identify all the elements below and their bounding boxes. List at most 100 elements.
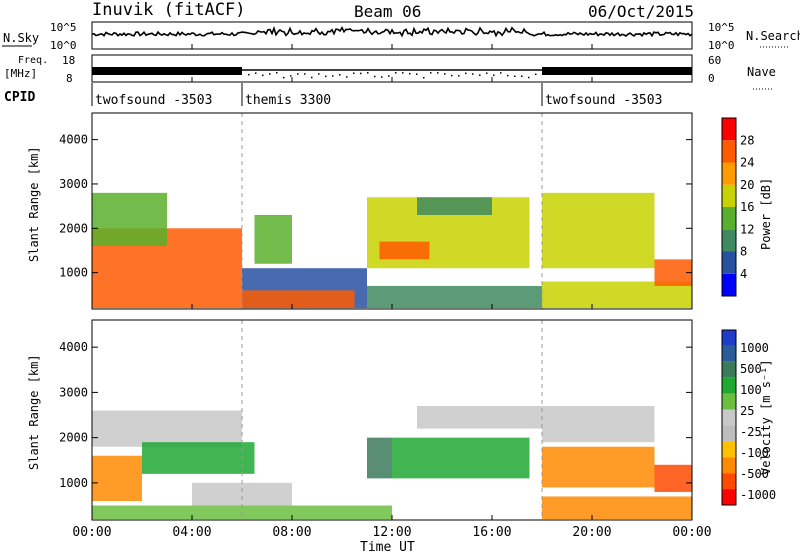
y-tick-label: 1000	[59, 476, 88, 490]
y-tick-label: 3000	[59, 177, 88, 191]
colorbar-tick-label: -25	[740, 425, 762, 439]
colorbar-frame	[721, 329, 737, 506]
freq-tick-bottom: 8	[66, 72, 73, 85]
nave-point	[423, 76, 425, 79]
nave-label: Nave	[747, 65, 776, 79]
x-tick-label: 04:00	[172, 525, 211, 540]
colorbar-swatch	[722, 489, 736, 505]
scatter-region	[142, 442, 255, 474]
scatter-region	[542, 446, 655, 488]
nave-point	[332, 75, 334, 77]
y-tick-label: 2000	[59, 431, 88, 445]
nsearch-label: N.Search	[746, 29, 800, 43]
nave-point	[507, 74, 509, 77]
colorbar-swatch	[722, 184, 736, 207]
colorbar-swatch	[722, 409, 736, 426]
nave-point	[514, 75, 516, 78]
colorbar-tick-label: 12	[740, 222, 754, 236]
nave-point	[479, 74, 481, 76]
nave-point	[248, 73, 250, 76]
nave-point	[353, 72, 355, 74]
nave-point	[493, 74, 495, 76]
nave-point	[416, 73, 418, 75]
nave-point	[346, 76, 348, 78]
x-tick-label: 12:00	[372, 525, 411, 540]
nave-trace	[248, 72, 537, 79]
nave-point	[458, 75, 460, 77]
scatter-region	[367, 285, 542, 309]
scatter-region	[654, 464, 692, 492]
colorbar-swatch	[722, 393, 736, 410]
nave-point	[276, 72, 278, 74]
velocity-colorbar-label: Velocity [m s⁻¹]	[759, 359, 773, 475]
power-data	[92, 192, 692, 309]
y-tick-label: 4000	[59, 340, 88, 354]
y-tick-label: 4000	[59, 133, 88, 147]
colorbar-tick-label: -500	[740, 467, 769, 481]
scatter-region	[654, 259, 692, 286]
power-colorbar: 28 24 20 16 12 8 4	[721, 117, 754, 297]
beam-title: Beam 06	[354, 2, 421, 21]
scatter-region	[417, 197, 492, 215]
x-tick-label: 08:00	[272, 525, 311, 540]
nave-point	[388, 75, 390, 77]
nave-tick-top: 60	[708, 54, 721, 67]
scatter-region	[92, 410, 242, 447]
colorbar-tick-label: 16	[740, 200, 754, 214]
nave-point	[297, 73, 299, 75]
nave-point	[402, 72, 404, 74]
power-ylabel: Slant Range [km]	[27, 146, 41, 262]
colorbar-swatch	[722, 118, 736, 141]
scatter-region	[192, 482, 292, 506]
nave-point	[290, 75, 292, 77]
colorbar-swatch	[722, 425, 736, 442]
colorbar-swatch	[722, 330, 736, 346]
nave-point	[360, 72, 362, 75]
nave-point	[472, 73, 474, 75]
colorbar-tick-label: -100	[740, 446, 769, 460]
nave-point	[311, 76, 313, 79]
colorbar-swatch	[722, 345, 736, 362]
freq-panel: Freq. [MHz] 18 8 60 0 Nave	[4, 54, 776, 90]
nave-point	[304, 73, 306, 75]
freq-trace-2	[542, 67, 692, 75]
time-axis: 00:00 04:00 08:00 12:00 16:00 20:00 00:00	[72, 44, 712, 540]
colorbar-swatch	[722, 457, 736, 474]
nave-point	[444, 73, 446, 75]
nave-point	[255, 72, 257, 74]
nave-point	[430, 72, 432, 74]
time-axis-title: Time UT	[360, 540, 415, 554]
power-y-axis: 1000 2000 3000 4000	[59, 133, 692, 280]
colorbar-swatch	[722, 377, 736, 394]
nave-tick-bottom: 0	[708, 72, 715, 85]
date-title: 06/Oct/2015	[588, 2, 694, 21]
scatter-region	[367, 437, 392, 479]
velocity-y-axis: 1000 2000 3000 4000	[59, 340, 692, 490]
scatter-region	[392, 437, 530, 479]
x-tick-label: 00:00	[672, 525, 711, 540]
cpid-row: CPID twofsound -3503 themis 3300 twofsound…	[4, 83, 662, 108]
freq-trace-1	[92, 67, 242, 75]
nsky-tick-bottom: 10^0	[50, 39, 77, 52]
y-tick-label: 3000	[59, 385, 88, 399]
x-tick-label: 20:00	[572, 525, 611, 540]
cpid-label: CPID	[4, 90, 35, 105]
nave-point	[409, 72, 411, 75]
nsearch-tick-bottom: 10^0	[708, 39, 735, 52]
nave-point	[451, 74, 453, 77]
velocity-colorbar: 1000 500 100 25 -25 -100 -500 -1000	[721, 329, 776, 506]
nave-point	[325, 75, 327, 78]
nave-point	[528, 76, 530, 79]
nave-point	[367, 72, 369, 74]
colorbar-swatch	[722, 207, 736, 230]
colorbar-swatch	[722, 361, 736, 378]
power-colorbar-label: Power [dB]	[759, 178, 773, 250]
colorbar-swatch	[722, 473, 736, 490]
nsky-trace	[91, 25, 693, 38]
colorbar-swatch	[722, 251, 736, 274]
scatter-region	[542, 496, 692, 520]
colorbar-frame	[721, 117, 737, 297]
colorbar-tick-label: 24	[740, 156, 754, 170]
colorbar-swatch	[722, 441, 736, 458]
